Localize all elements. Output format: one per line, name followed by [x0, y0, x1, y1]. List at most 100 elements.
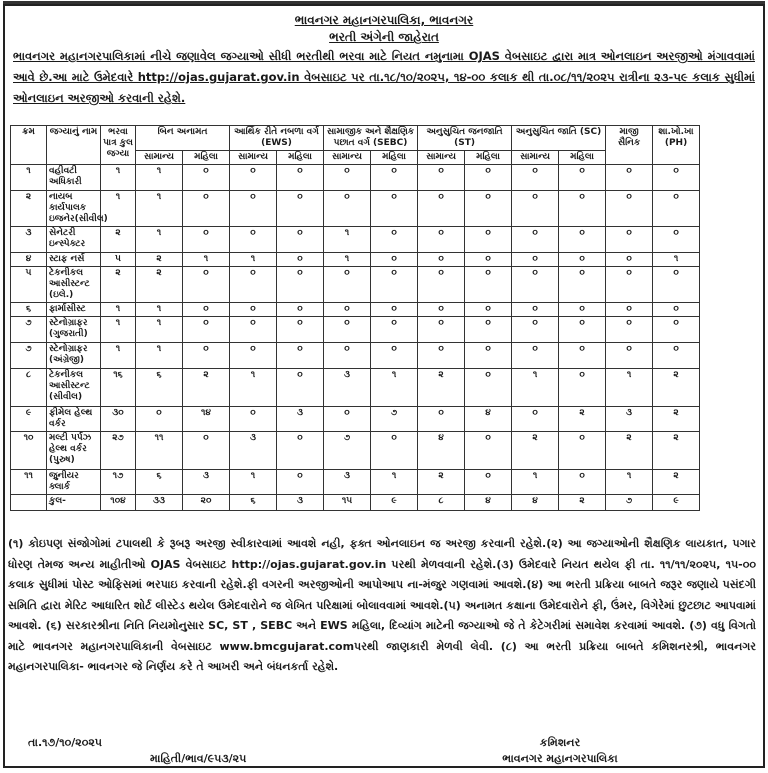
count-cell: ૦	[652, 266, 701, 303]
count-cell: ૦	[558, 342, 607, 369]
count-cell: ૦	[370, 266, 419, 303]
count-cell: ૦	[558, 190, 607, 227]
count-cell: ૦	[464, 469, 513, 495]
count-cell: ૨૦	[181, 494, 231, 511]
post-name-cell: મલ્ટી પર્પઝ હેલ્થ વર્કર (પુરુષ)	[46, 431, 101, 470]
total-cell: ૧૦૪	[100, 494, 136, 511]
table-row: ૧૦ મલ્ટી પર્પઝ હેલ્થ વર્કર (પુરુષ) ૨૭ ૧૧ ૦ ૩ ૦…	[10, 431, 757, 470]
count-cell: ૨	[605, 431, 654, 470]
count-cell: ૦	[276, 368, 325, 407]
count-cell: ૩	[276, 494, 325, 511]
vacancy-table: ક્રમ જગ્યાનું નામ ભરવા પાત્ર કુલ જગ્યા બ…	[10, 125, 757, 511]
table-row: ૨ નાયબ કાર્યપાલક ઇજનેર(સીવીલ) ૧ ૧ ૦ ૦ ૦ ૦ ૦ ૦ ૦ ૦ ૦ ૦…	[10, 190, 757, 227]
total-cell: ૧	[100, 164, 136, 191]
count-cell: ૦	[417, 164, 466, 191]
sr-cell: ૧	[10, 164, 47, 191]
post-name-cell: ટેકનીકલ આસીસ્ટન્ટ (ઇલે.)	[46, 266, 101, 303]
header-ph: શા.ખો.ખા (PH)	[652, 125, 701, 165]
count-cell: ૦	[229, 226, 278, 253]
count-cell: ૦	[417, 302, 466, 317]
header-sc: અનુસુચિત જાતિ (SC)	[511, 125, 607, 151]
reference-number: માહિતી/ભાવ/૯૫૩/૨૫	[150, 752, 247, 765]
count-cell: ૨	[652, 406, 701, 432]
count-cell: ૦	[511, 302, 560, 317]
post-name-cell: સ્ટેનોગ્રાફર (અંગ્રેજી)	[46, 342, 101, 369]
count-cell: ૨	[652, 431, 701, 470]
ad-date: તા.૧૭/૧૦/૨૦૨૫	[28, 736, 103, 749]
count-cell: ૧	[370, 469, 419, 495]
post-name-cell: સેનેટરી ઇન્સ્પેક્ટર	[46, 226, 101, 253]
count-cell: ૧	[135, 190, 183, 227]
count-cell: ૦	[464, 368, 513, 407]
post-name-cell: ફીમેલ હેલ્થ વર્કર	[46, 406, 101, 432]
count-cell: ૯	[370, 494, 419, 511]
header-ex-servicemen: માજી સૈનિક	[605, 125, 654, 165]
count-cell: ૨	[511, 431, 560, 470]
count-cell: ૦	[652, 190, 701, 227]
count-cell: ૦	[276, 226, 325, 253]
count-cell: ૧	[323, 226, 372, 253]
count-cell: ૧	[135, 164, 183, 191]
sr-cell: ૯	[10, 406, 47, 432]
ad-title: ભરતી અંગેની જાહેરાત	[329, 30, 439, 44]
count-cell: ૦	[652, 342, 701, 369]
count-cell: ૦	[558, 226, 607, 253]
sr-cell: ૩	[10, 226, 47, 253]
count-cell: ૦	[323, 164, 372, 191]
header-st: અનુસુચિત જનજાતિ (ST)	[417, 125, 513, 151]
count-cell: ૦	[181, 190, 231, 227]
notes-paragraph: (૧) કોઇપણ સંજોગોમાં ટપાલથી કે રૂબરૂ અરજી…	[8, 537, 756, 673]
count-cell: ૦	[323, 266, 372, 303]
table-row: ૪ સ્ટાફ નર્સ ૫ ૨ ૧ ૧ ૦ ૧ ૦ ૦ ૦ ૦ ૦ ૦ ૧	[10, 252, 757, 267]
count-cell: ૧	[323, 252, 372, 267]
count-cell: ૦	[229, 342, 278, 369]
post-name-cell: ટેકનીકલ આસીસ્ટન્ટ (સીવીલ)	[46, 368, 101, 407]
count-cell: ૧	[135, 342, 183, 369]
count-cell: ૭	[370, 406, 419, 432]
count-cell: ૬	[229, 494, 278, 511]
count-cell: ૦	[558, 164, 607, 191]
table-row: ૭ સ્ટેનોગ્રાફર (અંગ્રેજી) ૧ ૧ ૦ ૦ ૦ ૦ ૦ ૦ ૦ ૦ ૦ ૦ ૦	[10, 342, 757, 369]
post-name-cell: વહીવટી અધિકારી	[46, 164, 101, 191]
count-cell: ૦	[652, 302, 701, 317]
count-cell: ૦	[464, 316, 513, 343]
count-cell: ૧	[229, 252, 278, 267]
subheader-general: સામાન્ય	[135, 150, 183, 165]
count-cell: ૦	[558, 368, 607, 407]
sr-cell: ૬	[10, 302, 47, 317]
count-cell: ૭	[605, 494, 654, 511]
count-cell: ૦	[464, 226, 513, 253]
count-cell: ૪	[464, 406, 513, 432]
count-cell: ૦	[605, 266, 654, 303]
count-cell: ૧૧	[135, 431, 183, 470]
count-cell: ૦	[417, 190, 466, 227]
signatory-title: કમિશનર	[539, 736, 581, 749]
count-cell: ૦	[464, 342, 513, 369]
total-cell: ૨	[100, 266, 136, 303]
header-ur: બિન અનામત	[134, 125, 231, 151]
count-cell: ૦	[276, 190, 325, 227]
count-cell: ૦	[511, 342, 560, 369]
sr-cell: ૧૦	[10, 431, 47, 470]
count-cell: ૦	[511, 406, 560, 432]
total-row: કુલ- ૧૦૪ ૩૩ ૨૦ ૬ ૩ ૧૫ ૯ ૮ ૪ ૪ ૨ ૭ ૯	[10, 494, 757, 511]
count-cell: ૦	[417, 226, 466, 253]
post-name-cell: જુનીયર ક્લાર્ક	[46, 469, 101, 495]
count-cell: ૦	[276, 266, 325, 303]
sr-cell: ૭	[10, 316, 47, 343]
count-cell: ૦	[605, 190, 654, 227]
table-row: ૧ વહીવટી અધિકારી ૧ ૧ ૦ ૦ ૦ ૦ ૦ ૦ ૦ ૦ ૦ ૦ ૦	[10, 164, 757, 191]
sr-cell: ૧૧	[10, 469, 47, 495]
count-cell: ૦	[323, 406, 372, 432]
count-cell: ૭	[323, 431, 372, 470]
subheader-women: મહિલા	[370, 150, 419, 165]
count-cell: ૦	[605, 164, 654, 191]
subheader-general: સામાન્ય	[417, 150, 466, 165]
count-cell: ૧	[605, 368, 654, 407]
sr-cell: ૫	[10, 266, 47, 303]
post-name-cell: સ્ટાફ નર્સ	[46, 252, 101, 267]
count-cell: ૩	[605, 406, 654, 432]
count-cell: ૦	[181, 164, 231, 191]
count-cell: ૧	[511, 368, 560, 407]
count-cell: ૩૩	[135, 494, 183, 511]
